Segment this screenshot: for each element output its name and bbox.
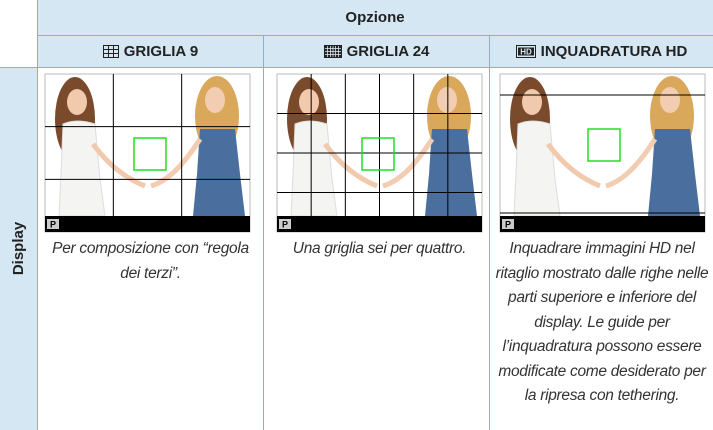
column-label: GRIGLIA 9 (123, 43, 199, 60)
face (660, 87, 680, 113)
rule (263, 36, 264, 430)
description: Per composizione con “regola dei terzi”. (52, 240, 249, 282)
face (522, 89, 542, 115)
mode-icon: P (50, 220, 56, 230)
table-header: Opzione (345, 9, 405, 26)
focus-frame (361, 137, 395, 171)
rule (489, 36, 490, 430)
rule (37, 35, 713, 36)
dress (648, 129, 700, 216)
column-label: GRIGLIA 24 (346, 43, 430, 60)
rule (37, 0, 38, 430)
hd-icon: HD (515, 45, 536, 58)
arm (382, 137, 435, 189)
hd-icon-text: HD (520, 48, 532, 57)
face (67, 89, 87, 115)
column-header: GRIGLIA 9 (38, 36, 263, 67)
arm (322, 142, 378, 189)
description: Una griglia sei per quattro. (292, 240, 467, 257)
rule (0, 67, 713, 68)
description: Inquadrare immagini HD nel ritaglio most… (495, 240, 709, 404)
mode-icon: P (282, 220, 288, 230)
dress (193, 129, 245, 216)
arm (605, 137, 658, 189)
header-background (37, 0, 713, 67)
face (299, 89, 319, 115)
focus-frame (133, 137, 167, 171)
mode-icon-bg (47, 219, 59, 229)
column-label: INQUADRATURA HD (540, 43, 688, 60)
focus-frame (587, 128, 621, 162)
mode-icon-bg (279, 219, 291, 229)
dress (425, 129, 477, 216)
screen: P (276, 73, 483, 233)
grid24-icon (323, 45, 342, 58)
row-header-background (0, 67, 37, 430)
column-header: GRIGLIA 24 (264, 36, 489, 67)
arm (545, 142, 601, 189)
grid9-icon (102, 45, 119, 58)
mode-icon: P (505, 220, 511, 230)
mode-icon-bg (502, 219, 514, 229)
info-bar (45, 216, 250, 232)
face (437, 87, 457, 113)
screen: P (499, 73, 706, 233)
arm (90, 142, 146, 189)
info-bar (500, 216, 705, 232)
face (205, 87, 225, 113)
arm (150, 137, 203, 189)
column-header: HD INQUADRATURA HD (490, 36, 713, 67)
screen: P (44, 73, 251, 233)
